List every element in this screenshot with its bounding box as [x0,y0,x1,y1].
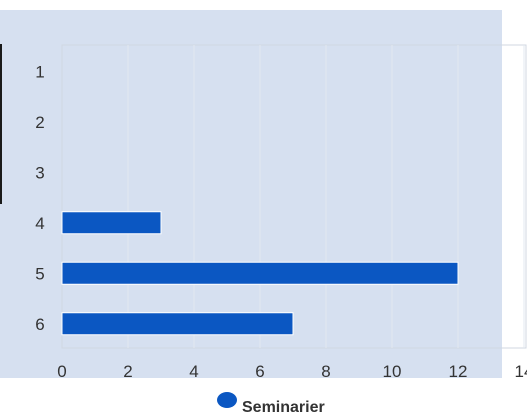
y-tick-label: 3 [35,163,44,182]
legend: Seminarier [217,392,325,416]
x-tick-label: 8 [321,362,330,381]
y-tick-label: 2 [35,113,44,132]
y-tick-label: 4 [35,214,44,233]
bars-group [61,211,459,336]
x-tick-label: 6 [255,362,264,381]
bar-4 [61,211,162,235]
legend-label: Seminarier [242,399,325,416]
left-edge-mark [0,44,2,204]
y-tick-label: 5 [35,264,44,283]
plot-area [61,44,527,349]
x-tick-label: 14 [515,362,527,381]
x-tick-label: 12 [449,362,468,381]
x-tick-label: 4 [189,362,198,381]
x-tick-label: 10 [383,362,402,381]
x-tick-label: 2 [123,362,132,381]
x-axis-ticks: 0 2 4 6 8 10 12 14 [57,362,527,381]
bar-5 [61,261,459,285]
y-tick-label: 1 [35,62,44,81]
grid-lines [127,45,525,348]
legend-marker [217,392,237,408]
bar-6 [61,312,294,336]
x-tick-label: 0 [57,362,66,381]
y-tick-label: 6 [35,315,44,334]
y-axis-ticks: 1 2 3 4 5 6 [35,62,44,334]
